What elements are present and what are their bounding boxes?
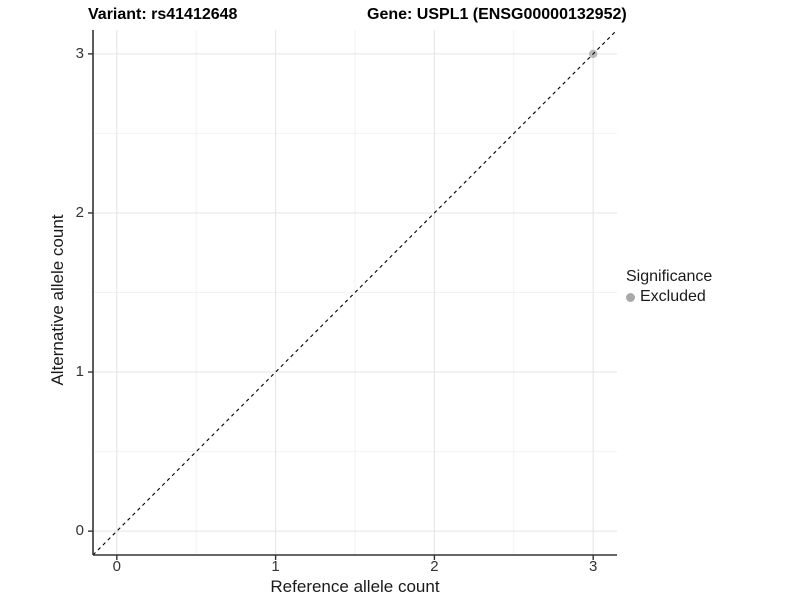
y-tick-label: 1 [75, 363, 84, 381]
y-tick-label: 0 [75, 522, 84, 540]
excluded-point-icon [626, 292, 635, 302]
y-tick-label: 3 [75, 44, 84, 62]
plot-panel [88, 29, 618, 560]
plot-svg [88, 29, 618, 560]
x-axis-title: Reference allele count [270, 577, 440, 596]
legend-item-excluded: Excluded [626, 288, 712, 306]
legend-item-label: Excluded [640, 288, 706, 305]
gene-title: Gene: USPL1 (ENSG00000132952) [367, 6, 627, 23]
legend-title: Significance [626, 268, 713, 285]
x-tick-label: 1 [271, 558, 280, 575]
x-tick-label: 2 [430, 558, 439, 575]
legend: Significance Excluded [626, 268, 712, 306]
x-tick-label: 0 [112, 558, 121, 575]
identity-line [92, 29, 618, 556]
y-tick-label: 2 [75, 203, 84, 221]
x-tick-label: 3 [589, 558, 598, 575]
variant-title: Variant: rs41412648 [88, 6, 238, 23]
